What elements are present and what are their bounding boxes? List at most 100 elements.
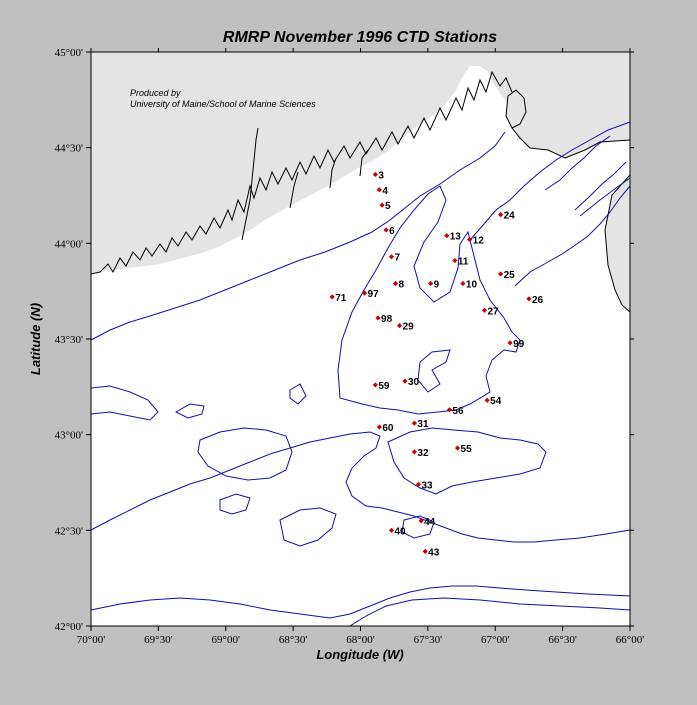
station-label: 3 — [378, 170, 384, 181]
station-97: 97 — [361, 289, 380, 300]
contour-wilkinson-basin — [197, 427, 293, 481]
station-label: 98 — [381, 314, 393, 325]
station-98: 98 — [375, 314, 393, 325]
station-label: 12 — [473, 236, 485, 247]
station-marker — [372, 171, 378, 178]
coastline-nb — [511, 127, 631, 159]
station-marker — [376, 187, 382, 193]
station-label: 5 — [385, 201, 391, 212]
station-label: 9 — [434, 280, 440, 291]
station-32: 32 — [411, 448, 429, 459]
station-99: 99 — [507, 339, 525, 350]
station-label: 55 — [461, 444, 473, 455]
station-marker — [411, 420, 417, 426]
station-label: 33 — [421, 480, 433, 491]
station-label: 54 — [490, 396, 502, 407]
y-tick-label: 44°00' — [55, 238, 83, 250]
station-6: 6 — [383, 226, 395, 237]
contour-cashes-ledge — [174, 383, 307, 419]
contour-eastern-shelf — [514, 185, 631, 287]
station-30: 30 — [402, 377, 420, 388]
x-tick-label: 68°30' — [279, 634, 307, 646]
station-label: 31 — [417, 419, 429, 430]
station-5: 5 — [379, 201, 391, 212]
contour-channel — [279, 507, 337, 547]
y-tick-label: 45°00' — [55, 47, 83, 59]
station-marker — [422, 548, 428, 554]
station-marker — [484, 397, 490, 403]
station-marker — [376, 424, 382, 430]
station-40: 40 — [388, 526, 406, 537]
station-label: 8 — [399, 280, 405, 291]
station-marker — [372, 382, 378, 388]
station-label: 26 — [532, 295, 544, 306]
station-marker — [418, 518, 424, 524]
station-marker — [392, 280, 399, 287]
contour-eastern-coast — [469, 121, 631, 241]
station-marker — [402, 378, 408, 384]
station-label: 60 — [382, 423, 394, 434]
station-label: 24 — [504, 211, 516, 222]
x-axis-label: Longitude (W) — [316, 647, 403, 662]
station-label: 32 — [417, 448, 429, 459]
station-marker — [379, 202, 385, 208]
station-3: 3 — [372, 170, 384, 181]
station-label: 13 — [450, 232, 462, 243]
station-43: 43 — [422, 547, 440, 558]
y-tick-label: 42°30' — [55, 525, 83, 537]
station-33: 33 — [415, 480, 433, 491]
station-label: 6 — [389, 226, 395, 237]
credit-line-1: Produced by — [130, 88, 181, 98]
y-tick-label: 44°30' — [55, 143, 83, 155]
station-24: 24 — [498, 211, 515, 222]
station-55: 55 — [454, 444, 473, 455]
station-11: 11 — [452, 257, 469, 268]
coastline — [90, 70, 513, 275]
station-10: 10 — [460, 280, 477, 291]
station-marker — [452, 257, 458, 264]
station-marker — [427, 280, 434, 287]
station-4: 4 — [376, 186, 388, 197]
coastline-ns — [604, 174, 631, 313]
station-marker — [383, 227, 389, 233]
station-label: 7 — [394, 253, 400, 264]
station-8: 8 — [392, 280, 405, 291]
station-label: 44 — [424, 517, 436, 528]
land-maine — [91, 52, 630, 274]
station-marker — [460, 280, 466, 287]
station-marker — [388, 527, 395, 533]
station-label: 27 — [487, 306, 499, 317]
contour-nantucket-shoal — [90, 385, 159, 421]
x-tick-label: 68°00' — [346, 634, 374, 646]
station-marker — [467, 236, 473, 243]
contour-inner-ridge — [417, 349, 451, 393]
station-26: 26 — [526, 295, 543, 306]
station-label: 59 — [378, 381, 390, 392]
x-tick-label: 70°00' — [77, 634, 105, 646]
map-title: RMRP November 1996 CTD Stations — [223, 29, 497, 46]
station-marker — [444, 233, 450, 239]
y-tick-label: 42°00' — [55, 621, 83, 633]
axis-ticks: 70°00' 69°30' 69°00' 68°30' 68°00' 67°30' 67°0… — [55, 47, 645, 646]
contour-coastal-shelf — [90, 131, 506, 341]
station-12: 12 — [467, 236, 484, 247]
x-tick-label: 69°00' — [212, 634, 240, 646]
station-marker — [507, 340, 513, 346]
station-label: 97 — [368, 289, 380, 300]
station-marker — [375, 315, 381, 321]
station-marker — [498, 271, 504, 277]
station-marker — [415, 481, 422, 488]
station-marker — [361, 290, 368, 296]
station-9: 9 — [427, 280, 440, 291]
station-7: 7 — [388, 253, 400, 264]
contour-georges-bank — [90, 431, 631, 543]
station-29: 29 — [396, 322, 414, 333]
y-tick-label: 43°00' — [55, 430, 83, 442]
station-marker — [526, 296, 532, 302]
x-tick-label: 66°00' — [616, 634, 644, 646]
station-59: 59 — [372, 381, 390, 392]
station-marker — [329, 294, 335, 300]
contour-georges-shoal — [219, 493, 435, 539]
x-tick-label: 67°30' — [414, 634, 442, 646]
station-44: 44 — [418, 517, 436, 528]
